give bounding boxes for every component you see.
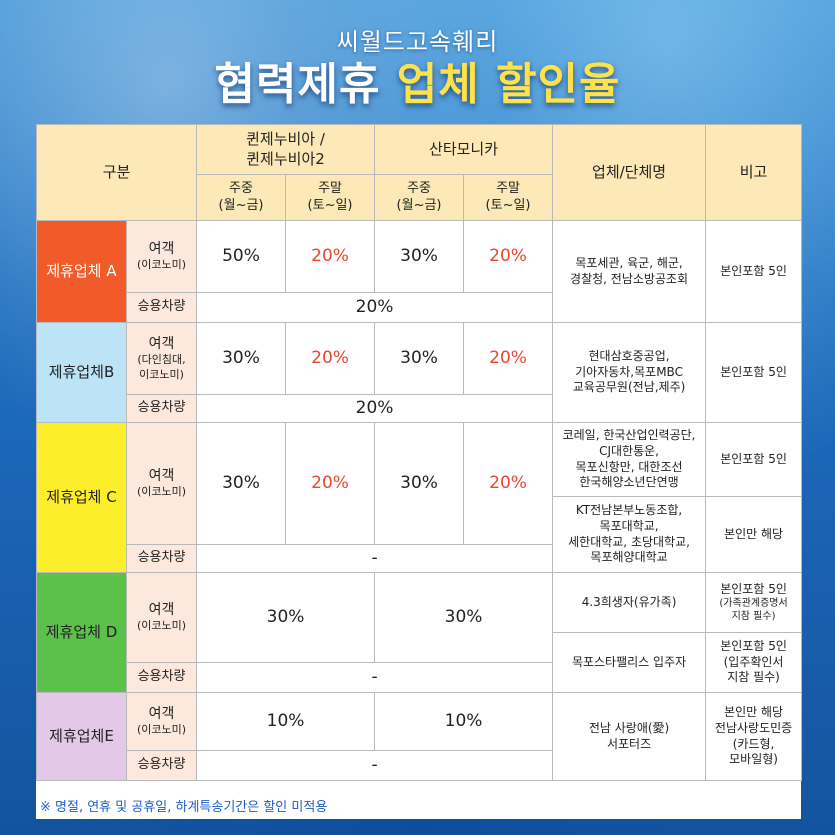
group-e-car-rate: - [196, 750, 554, 781]
title-yellow-part: 업체 할인율 [396, 59, 621, 110]
header-ship2-weekend: 주말 (토~일) [463, 174, 554, 221]
group-b-ship1-weekend: 20% [285, 322, 376, 395]
group-a-passenger: 여객 (이코노미) [125, 220, 198, 293]
group-c-company-2: KT전남본부노동조합, 목포대학교, 세한대학교, 초당대학교, 목포해양대학교 [552, 496, 707, 573]
group-d-car-label: 승용차량 [125, 662, 198, 693]
group-a-remarks: 본인포함 5인 [705, 220, 803, 323]
header-category: 구분 [35, 124, 198, 221]
group-e-passenger-class: (이코노미) [136, 723, 187, 737]
group-d-company-1: 4.3희생자(유가족) [552, 572, 707, 633]
header-ship1-weekend: 주말 (토~일) [285, 174, 376, 221]
group-a-passenger-class: (이코노미) [136, 258, 187, 272]
group-a-ship1-weekend: 20% [285, 220, 376, 293]
group-e-ship2-rate: 10% [374, 692, 554, 751]
group-d-passenger-label: 여객 [148, 602, 175, 619]
group-a-car-rate: 20% [196, 292, 554, 323]
group-b-passenger-class: (다인침대, 이코노미) [137, 353, 186, 381]
group-a-passenger-label: 여객 [148, 241, 175, 258]
group-d-passenger: 여객 (이코노미) [125, 572, 198, 663]
header-remarks: 비고 [705, 124, 803, 221]
group-d-ship1-rate: 30% [196, 572, 376, 663]
group-b-car-label: 승용차량 [125, 394, 198, 423]
group-c-remarks-1: 본인포함 5인 [705, 422, 803, 497]
header-ship1-weekday: 주중 (월~금) [196, 174, 287, 221]
group-b-remarks: 본인포함 5인 [705, 322, 803, 423]
group-c-company-1: 코레일, 한국산업인력공단, CJ대한통운, 목포신항만, 대한조선 한국해양소… [552, 422, 707, 497]
group-b-ship2-weekend: 20% [463, 322, 554, 395]
header-ship2-weekday: 주중 (월~금) [374, 174, 465, 221]
group-b-label: 제휴업체B [36, 322, 127, 423]
group-c-car-rate: - [196, 544, 554, 573]
group-e-remarks: 본인만 해당 전남사랑도민증 (카드형, 모바일형) [705, 692, 803, 781]
group-e-label: 제휴업체E [36, 692, 127, 781]
header-company: 업체/단체명 [552, 124, 707, 221]
group-b-ship1-weekday: 30% [196, 322, 287, 395]
group-d-company-2: 목포스타팰리스 입주자 [552, 632, 707, 693]
group-c-remarks-2: 본인만 해당 [705, 496, 803, 573]
discount-table: 구분 퀸제누비아 / 퀸제누비아2 산타모니카 업체/단체명 비고 주중 (월~… [35, 124, 803, 781]
group-a-company: 목포세관, 육군, 해군, 경찰청, 전남소방공조회 [552, 220, 707, 323]
footnote: ※ 명절, 연휴 및 공휴일, 하계특송기간은 할인 미적용 [40, 800, 328, 815]
group-a-ship2-weekday: 30% [374, 220, 465, 293]
group-d-ship2-rate: 30% [374, 572, 554, 663]
group-d-remarks-1: 본인포함 5인 (가족관계증명서 지참 필수) [705, 572, 803, 633]
group-e-company: 전남 사랑애(愛) 서포터즈 [552, 692, 707, 781]
group-a-label: 제휴업체 A [36, 220, 127, 323]
group-c-label: 제휴업체 C [36, 422, 127, 573]
group-d-label: 제휴업체 D [36, 572, 127, 693]
group-c-ship2-weekend: 20% [463, 422, 554, 545]
group-b-company: 현대삼호중공업, 기아자동차,목포MBC 교육공무원(전남,제주) [552, 322, 707, 423]
header-ship2: 산타모니카 [374, 124, 554, 175]
group-a-ship2-weekend: 20% [463, 220, 554, 293]
group-a-car-label: 승용차량 [125, 292, 198, 323]
group-b-passenger-label: 여객 [148, 336, 175, 353]
company-name: 씨월드고속훼리 [336, 28, 499, 56]
group-b-passenger: 여객 (다인침대, 이코노미) [125, 322, 198, 395]
group-d-passenger-class: (이코노미) [136, 619, 187, 633]
page-title: 협력제휴 업체 할인율 [0, 48, 835, 112]
header-ship1: 퀸제누비아 / 퀸제누비아2 [196, 124, 376, 175]
title-white-part: 협력제휴 [214, 59, 381, 110]
group-e-passenger-label: 여객 [148, 706, 175, 723]
discount-table-panel: 구분 퀸제누비아 / 퀸제누비아2 산타모니카 업체/단체명 비고 주중 (월~… [35, 124, 803, 819]
group-c-ship1-weekday: 30% [196, 422, 287, 545]
group-b-car-rate: 20% [196, 394, 554, 423]
group-a-ship1-weekday: 50% [196, 220, 287, 293]
group-c-passenger-class: (이코노미) [136, 485, 187, 499]
group-c-ship1-weekend: 20% [285, 422, 376, 545]
header: 씨월드고속훼리 협력제휴 업체 할인율 [0, 0, 835, 120]
group-d-car-rate: - [196, 662, 554, 693]
group-d-remarks-1-note: (가족관계증명서 지참 필수) [719, 598, 788, 623]
group-e-passenger: 여객 (이코노미) [125, 692, 198, 751]
group-b-ship2-weekday: 30% [374, 322, 465, 395]
group-c-passenger: 여객 (이코노미) [125, 422, 198, 545]
group-e-car-label: 승용차량 [125, 750, 198, 781]
group-c-ship2-weekday: 30% [374, 422, 465, 545]
group-c-car-label: 승용차량 [125, 544, 198, 573]
group-d-remarks-2: 본인포함 5인 (입주확인서 지참 필수) [705, 632, 803, 693]
group-d-remarks-1-text: 본인포함 5인 [720, 581, 787, 596]
group-e-ship1-rate: 10% [196, 692, 376, 751]
group-c-passenger-label: 여객 [148, 468, 175, 485]
